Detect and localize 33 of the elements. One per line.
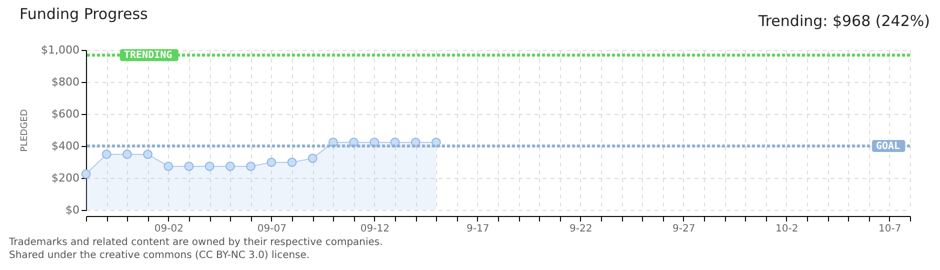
point xyxy=(287,158,297,167)
y-tick-label: $400 xyxy=(52,140,80,152)
x-tick-label: 9-22 xyxy=(570,224,592,234)
ref-line-label: GOAL xyxy=(876,141,900,152)
x-tick-label: 10-7 xyxy=(878,224,902,234)
text: Shared under the creative commons (CC BY-NC 3.0) license. xyxy=(9,249,311,262)
point xyxy=(204,162,214,171)
y-tick-label: $1,000 xyxy=(41,44,80,56)
point xyxy=(308,154,318,163)
x-tick-label: 10-2 xyxy=(776,224,798,234)
ref-line-label: TRENDING xyxy=(124,50,172,62)
x-tick-label: 09-02 xyxy=(154,224,184,234)
text: Trending: $968 (242%) xyxy=(758,12,930,30)
point xyxy=(246,162,256,171)
point xyxy=(164,162,174,171)
x-tick-label: 09-12 xyxy=(360,224,390,234)
x-tick-label: 9-17 xyxy=(466,224,490,234)
point xyxy=(184,162,194,171)
point xyxy=(122,150,132,159)
x-tick-label: 9-27 xyxy=(672,224,696,234)
x-tick-label: 09-07 xyxy=(257,224,286,234)
point xyxy=(266,158,276,167)
point xyxy=(81,169,91,179)
point xyxy=(143,150,152,159)
point xyxy=(226,162,235,171)
y-tick-label: $800 xyxy=(52,76,80,88)
y-tick-label: $200 xyxy=(52,172,80,184)
y-tick-label: $0 xyxy=(66,204,80,216)
y-axis-title: PLEDGED xyxy=(20,109,30,152)
point xyxy=(102,150,112,159)
y-tick-label: $600 xyxy=(52,108,80,120)
text: Trademarks and related content are owned by their respective companies. xyxy=(9,236,383,249)
chart-title: Funding Progress xyxy=(20,5,148,23)
